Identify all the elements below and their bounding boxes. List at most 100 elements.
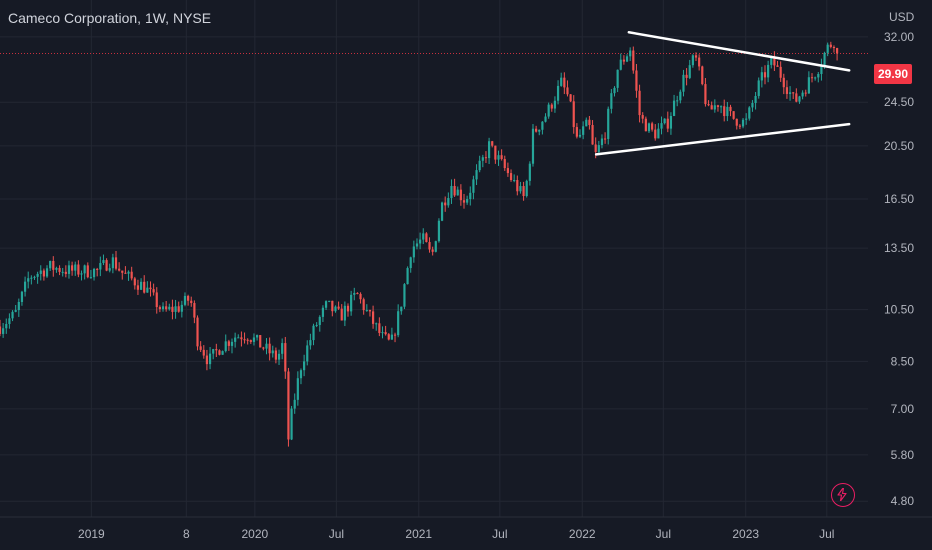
candle-body: [484, 157, 488, 159]
candle-body: [393, 334, 397, 336]
candle-body: [108, 268, 111, 271]
alert-button[interactable]: [831, 483, 855, 507]
candle-body: [481, 157, 484, 161]
candle-body: [39, 270, 42, 274]
candle-body: [726, 106, 729, 117]
candle-body: [676, 100, 679, 102]
candle-body: [672, 100, 676, 117]
candle-body: [635, 70, 638, 91]
candle-body: [735, 118, 738, 126]
candle-body: [773, 56, 776, 66]
candle-body: [647, 123, 651, 132]
candle-body: [779, 66, 782, 78]
candle-body: [259, 335, 262, 348]
trendline-upper[interactable]: [627, 31, 851, 72]
candle-body: [61, 271, 64, 273]
candle-body: [657, 128, 660, 139]
candle-body: [723, 106, 726, 117]
candle-body: [343, 305, 346, 321]
candle-body: [55, 267, 58, 270]
candle-body: [99, 263, 102, 270]
candle-body: [472, 179, 475, 193]
x-tick-label: 2021: [405, 527, 432, 541]
candle-body: [368, 310, 372, 312]
candle-body: [616, 69, 619, 88]
candle-body: [143, 281, 146, 293]
candle-body: [691, 55, 694, 66]
candle-body: [331, 300, 334, 312]
candle-body: [234, 337, 237, 342]
candle-body: [224, 341, 227, 352]
candle-body: [469, 192, 472, 200]
trendline-lower[interactable]: [594, 122, 851, 156]
candle-body: [732, 111, 735, 119]
candle-body: [622, 59, 626, 62]
x-tick-label: 2023: [732, 527, 759, 541]
candle-body: [375, 323, 378, 325]
candle-body: [92, 268, 96, 278]
candle-body: [212, 349, 215, 354]
candle-body: [299, 370, 303, 379]
candle-body: [704, 84, 707, 105]
candle-body: [613, 87, 616, 94]
candle-body: [83, 265, 86, 274]
candle-body: [105, 260, 108, 271]
candle-body: [509, 173, 513, 181]
candle-body: [161, 306, 165, 310]
candle-body: [425, 233, 428, 243]
candle-body: [625, 56, 629, 62]
candle-body: [807, 77, 810, 94]
candle-body: [462, 200, 466, 203]
candle-body: [0, 326, 2, 334]
candle-body: [550, 104, 553, 109]
candle-body: [14, 310, 17, 312]
y-tick-label: 4.80: [891, 494, 915, 508]
candle-body: [27, 278, 30, 282]
candle-body: [419, 239, 422, 244]
candle-body: [788, 92, 792, 94]
candle-body: [757, 80, 760, 96]
candle-body: [96, 268, 99, 270]
x-tick-label: Jul: [656, 527, 671, 541]
candle-body: [547, 104, 550, 117]
candle-body: [400, 306, 403, 312]
candle-body: [237, 337, 240, 339]
candle-body: [804, 92, 807, 94]
candle-body: [795, 93, 798, 102]
candle-body: [575, 127, 578, 137]
candle-body: [321, 307, 325, 317]
candle-body: [20, 291, 24, 302]
candle-body: [801, 92, 804, 97]
candle-body: [403, 284, 406, 307]
candle-body: [265, 343, 268, 349]
bolt-icon: [837, 488, 847, 501]
candle-body: [227, 341, 230, 346]
candle-body: [412, 246, 415, 258]
candle-body: [713, 105, 716, 110]
candle-body: [174, 306, 177, 312]
candle-body: [114, 257, 118, 269]
candle-body: [588, 119, 591, 126]
candle-body: [459, 189, 462, 201]
candle-body: [453, 186, 456, 196]
candle-body: [130, 271, 133, 279]
candle-body: [817, 74, 820, 78]
candle-body: [835, 48, 839, 54]
chart-title: Cameco Corporation, 1W, NYSE: [8, 10, 212, 26]
candle-body: [528, 163, 531, 181]
candle-body: [384, 332, 387, 335]
candle-body: [196, 317, 199, 347]
candle-body: [582, 126, 585, 135]
candle-body: [42, 270, 45, 277]
candle-body: [698, 57, 701, 67]
candle-body: [513, 180, 516, 182]
candle-body: [525, 180, 528, 197]
candle-body: [603, 138, 607, 140]
candle-body: [328, 300, 331, 302]
candle-body: [202, 349, 205, 356]
candle-body: [431, 249, 434, 252]
candle-body: [748, 107, 751, 119]
candle-body: [274, 350, 277, 360]
